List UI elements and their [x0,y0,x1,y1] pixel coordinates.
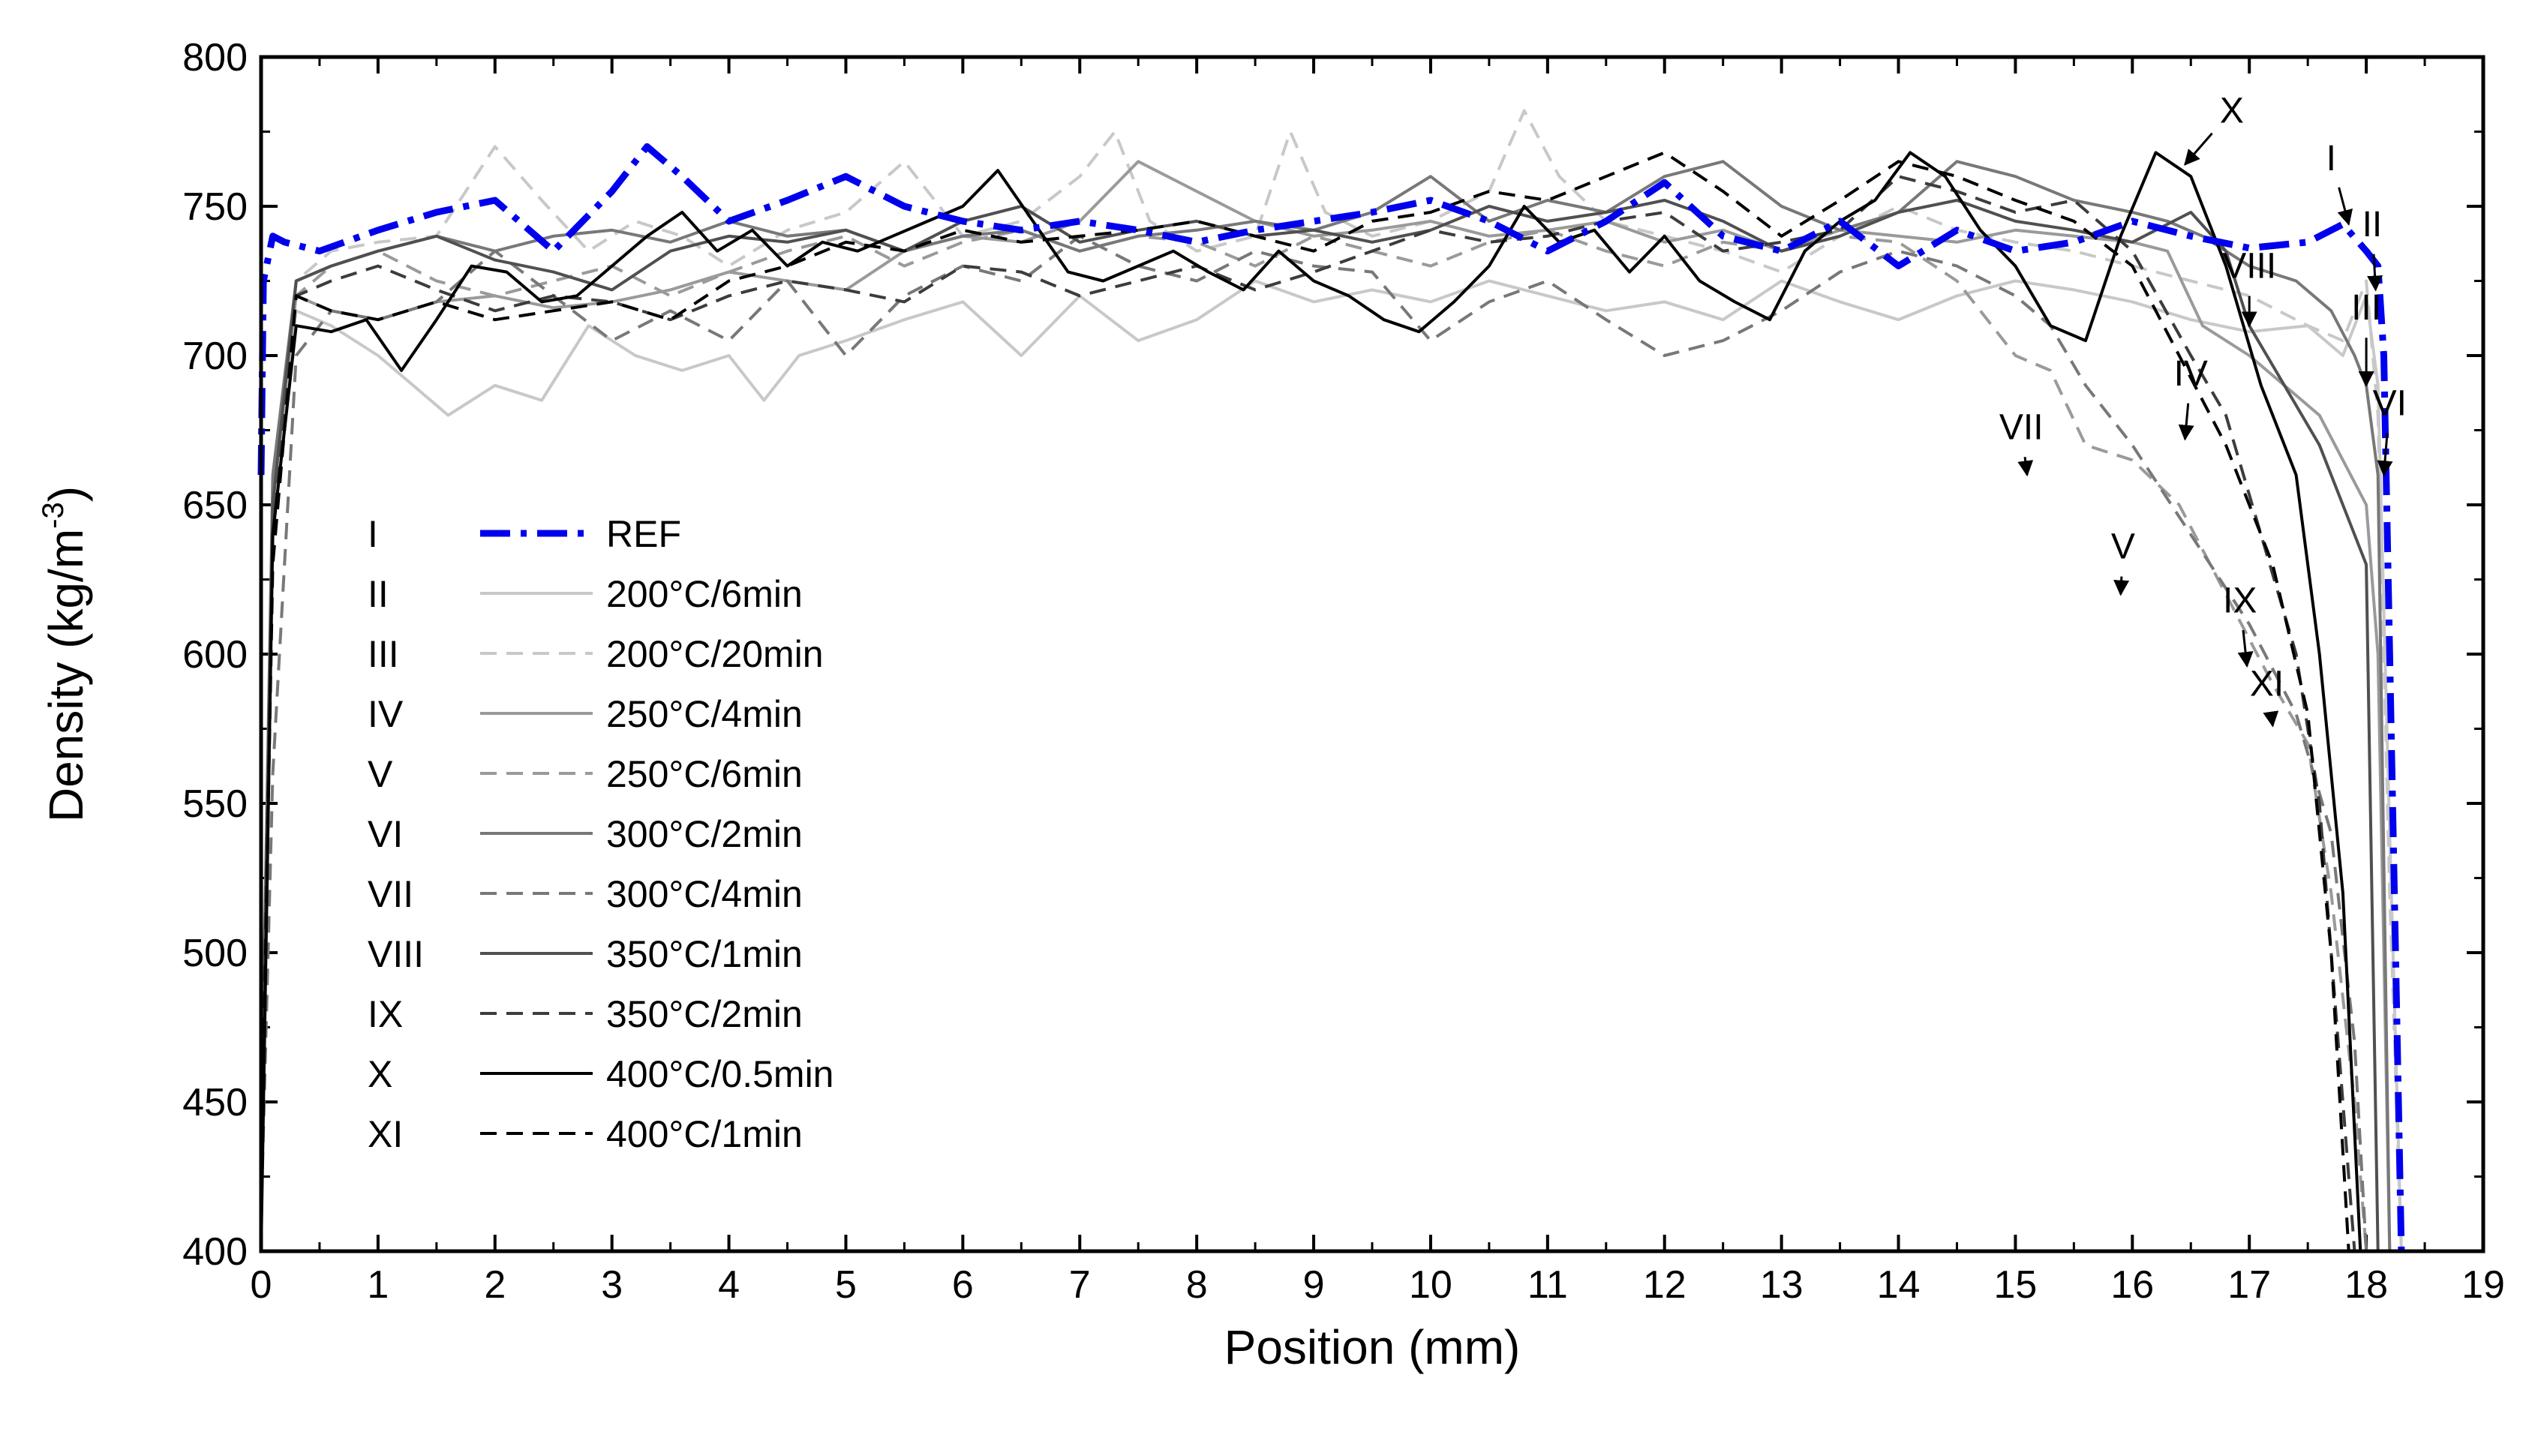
annotation-label-xi: XI [2250,665,2284,704]
annotation-label-iii: III [2351,288,2381,328]
series-line-xi [260,151,2350,1252]
x-tick-label: 3 [601,1263,623,1307]
legend-id-i: I [368,513,378,555]
annotation-arrow-vi [2377,433,2393,477]
series-line-viii [260,199,2380,1252]
legend-id-vii: VII [368,873,413,915]
legend: I REF II 200°C/6min III 200°C/20min IV 250°C/4m… [368,513,834,1155]
tick-labels: 0 1 2 3 4 5 6 7 8 9 10 11 12 13 14 15 16 17 18 194004505005… [182,36,2505,1307]
legend-label-v: 250°C/6min [606,753,803,795]
legend-label-vi: 300°C/2min [606,813,803,855]
legend-id-x: X [368,1053,392,1095]
series-line-iv [260,160,2392,1252]
x-tick-label: 7 [1069,1263,1091,1307]
annotation-label-iv: IV [2174,354,2208,394]
y-tick-label: 550 [182,782,248,826]
x-tick-label: 2 [484,1263,506,1307]
y-axis-title: Density (kg/m-3) [37,486,93,822]
annotation-arrow-xi [2263,710,2279,728]
y-tick-label: 600 [182,633,248,677]
series-layer [257,109,2405,1252]
legend-label-xi: 400°C/1min [606,1113,803,1155]
legend-id-iv: IV [368,693,404,735]
x-tick-label: 17 [2227,1263,2271,1307]
annotation-arrow-v [2113,576,2130,596]
legend-label-viii: 350°C/1min [606,933,803,975]
annotation-arrow-ii [2367,254,2383,292]
legend-label-i: REF [606,513,681,555]
x-tick-label: 13 [1760,1263,1804,1307]
legend-label-ix: 350°C/2min [606,993,803,1035]
x-tick-label: 0 [251,1263,272,1307]
annotation-label-i: I [2326,139,2336,179]
annotation-label-ii: II [2362,205,2383,245]
x-tick-label: 8 [1186,1263,1208,1307]
legend-label-x: 400°C/0.5min [606,1053,834,1095]
y-axis-title-main: Density (kg/m [39,529,93,822]
y-tick-label: 500 [182,932,248,975]
y-tick-label: 400 [182,1230,248,1274]
annotation-label-v: V [2111,527,2135,567]
legend-label-vii: 300°C/4min [606,873,803,915]
legend-id-ii: II [368,573,389,615]
annotation-arrow-x [2184,132,2213,166]
y-tick-label: 700 [182,335,248,378]
legend-id-vi: VI [368,813,403,855]
legend-label-ii: 200°C/6min [606,573,803,615]
x-tick-label: 16 [2110,1263,2154,1307]
legend-id-v: V [368,753,393,795]
y-tick-label: 650 [182,484,248,527]
legend-id-ix: IX [368,993,403,1035]
x-tick-label: 19 [2461,1263,2505,1307]
annotation-arrow-i [2337,187,2353,226]
y-tick-label: 750 [182,185,248,229]
x-tick-label: 14 [1877,1263,1921,1307]
x-tick-label: 6 [952,1263,974,1307]
legend-label-iii: 200°C/20min [606,633,824,675]
series-line-iii [260,109,2403,1252]
x-tick-label: 11 [1527,1263,1568,1307]
series-line-i [257,143,2405,1252]
y-tick-label: 800 [182,36,248,80]
x-tick-label: 10 [1409,1263,1452,1307]
series-line-x [260,151,2362,1252]
x-tick-label: 18 [2344,1263,2388,1307]
y-tick-label: 450 [182,1081,248,1124]
legend-id-iii: III [368,633,399,675]
x-tick-label: 1 [367,1263,389,1307]
x-tick-label: 9 [1303,1263,1325,1307]
annotation-arrow-vii [2017,456,2034,477]
legend-id-viii: VIII [368,933,424,975]
y-axis-title-sup: -3 [37,502,70,529]
annotation-label-x: X [2220,92,2244,131]
annotation-arrow-iv [2178,403,2194,441]
x-tick-label: 5 [835,1263,857,1307]
y-axis-title-close: ) [39,486,93,502]
series-line-vii [260,234,2368,1252]
series-line-vi [260,160,2392,1252]
series-line-ii [260,279,2403,1252]
x-tick-label: 4 [718,1263,740,1307]
annotation-label-ix: IX [2223,581,2257,620]
annotation-label-vi: VI [2373,384,2407,424]
x-tick-label: 15 [1993,1263,2037,1307]
series-line-ix [260,175,2356,1252]
annotation-label-vii: VII [1999,407,2044,447]
x-axis-title: Position (mm) [1224,1320,1521,1374]
annotation-arrow-ix [2237,629,2254,668]
legend-label-iv: 250°C/4min [606,693,803,735]
annotation-label-viii: VIII [2222,247,2276,287]
x-tick-label: 12 [1643,1263,1686,1307]
legend-id-xi: XI [368,1113,403,1155]
plot-frame [259,55,2485,1253]
